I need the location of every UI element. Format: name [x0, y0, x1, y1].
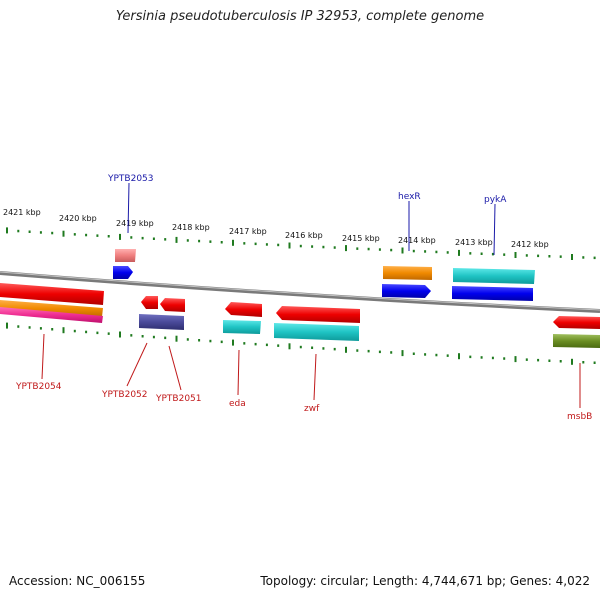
gene-eda[interactable] — [225, 302, 262, 317]
ruler-label: 2416 kbp — [285, 231, 323, 240]
ruler-label: 2418 kbp — [172, 223, 210, 232]
gene-label-zwf: zwf — [304, 404, 320, 414]
gene-hexr-cds[interactable] — [383, 266, 432, 280]
genome-backbone — [0, 271, 600, 313]
gene-label-yptb2054: YPTB2054 — [15, 382, 62, 392]
gene-label-yptb2052: YPTB2052 — [101, 390, 148, 400]
ruler-label: 2415 kbp — [342, 234, 380, 243]
ruler-label: 2419 kbp — [116, 219, 154, 228]
ruler-label: 2412 kbp — [511, 240, 549, 249]
gene-yptb2052-cds[interactable] — [139, 314, 184, 330]
gene-msbb[interactable] — [553, 316, 600, 329]
gene-label-hexr: hexR — [398, 192, 421, 202]
gene-eda-cds[interactable] — [223, 320, 261, 334]
ruler-label: 2414 kbp — [398, 236, 436, 245]
gene-yptb2053-pseudo[interactable] — [115, 249, 136, 262]
gene-label-msbb: msbB — [567, 412, 592, 422]
bottom-leaders — [41, 333, 581, 408]
ruler-labels: 2421 kbp 2420 kbp 2419 kbp 2418 kbp 2417… — [3, 208, 549, 249]
gene-label-pyka: pykA — [484, 195, 507, 205]
ruler-label: 2417 kbp — [229, 227, 267, 236]
gene-pyka[interactable] — [452, 286, 533, 301]
outer-tick-ruler — [6, 227, 596, 260]
ruler-label: 2420 kbp — [59, 214, 97, 223]
map-title: Yersinia pseudotuberculosis IP 32953, co… — [115, 9, 485, 24]
gene-zwf[interactable] — [276, 306, 360, 323]
ruler-label: 2421 kbp — [3, 208, 41, 217]
reverse-features — [0, 283, 600, 348]
gene-label-yptb2053: YPTB2053 — [107, 174, 154, 184]
gene-yptb2054-extra[interactable] — [0, 307, 103, 323]
bottom-gene-labels: YPTB2054 YPTB2052 YPTB2051 eda zwf msbB — [15, 382, 592, 422]
gene-yptb2053[interactable] — [113, 266, 133, 279]
gene-label-yptb2051: YPTB2051 — [155, 394, 202, 404]
genome-backbone-highlight — [0, 271, 600, 311]
forward-features — [113, 249, 535, 301]
top-leaders — [127, 182, 496, 256]
gene-pyka-cds[interactable] — [453, 268, 535, 284]
inner-tick-ruler — [6, 322, 596, 365]
genome-summary: Topology: circular; Length: 4,744,671 bp… — [260, 574, 590, 588]
gene-hexr[interactable] — [382, 284, 431, 298]
accession-label: Accession: NC_006155 — [9, 574, 146, 588]
top-gene-labels: YPTB2053 hexR pykA — [107, 174, 507, 205]
gene-yptb2054-cds[interactable] — [0, 300, 103, 317]
gene-label-eda: eda — [229, 399, 246, 409]
gene-yptb2051[interactable] — [160, 298, 185, 312]
gene-zwf-cds[interactable] — [274, 323, 359, 341]
ruler-label: 2413 kbp — [455, 238, 493, 247]
gene-msbb-cds[interactable] — [553, 334, 600, 348]
gene-yptb2052[interactable] — [141, 296, 158, 309]
gene-yptb2054[interactable] — [0, 283, 104, 305]
